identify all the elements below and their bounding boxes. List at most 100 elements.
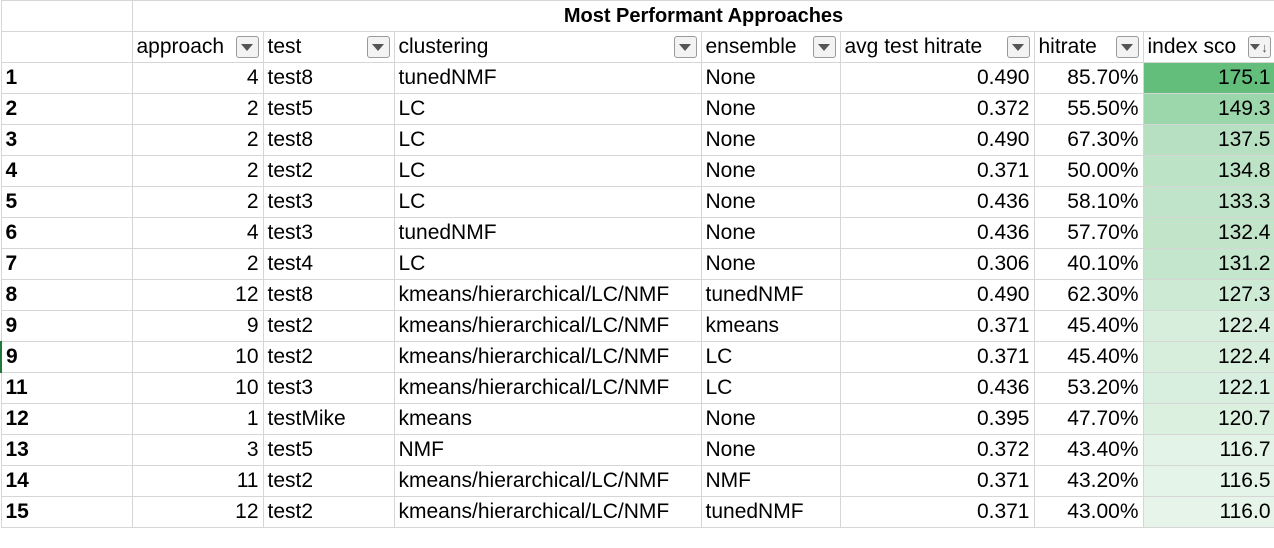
rank-cell[interactable]: 9 [0,341,133,373]
ensemble-cell[interactable]: None [700,62,841,94]
header-avg-test-hitrate[interactable]: avg test hitrate [839,31,1035,63]
hitrate-cell[interactable]: 45.40% [1033,341,1144,373]
rank-cell[interactable]: 1 [0,62,133,94]
clustering-cell[interactable]: LC [393,93,702,125]
header-clustering[interactable]: clustering [393,31,702,63]
approach-cell[interactable]: 1 [131,403,264,435]
clustering-cell[interactable]: kmeans/hierarchical/LC/NMF [393,465,702,497]
test-cell[interactable]: test8 [262,279,395,311]
avg-test-hitrate-cell[interactable]: 0.490 [839,279,1035,311]
ensemble-cell[interactable]: None [700,93,841,125]
rank-cell[interactable]: 11 [0,372,133,404]
approach-cell[interactable]: 2 [131,93,264,125]
index-score-cell[interactable]: 127.3 [1142,279,1274,311]
clustering-cell[interactable]: LC [393,248,702,280]
filter-dropdown-icon[interactable] [235,36,259,58]
hitrate-cell[interactable]: 50.00% [1033,155,1144,187]
avg-test-hitrate-cell[interactable]: 0.395 [839,403,1035,435]
clustering-cell[interactable]: kmeans [393,403,702,435]
clustering-cell[interactable]: kmeans/hierarchical/LC/NMF [393,310,702,342]
avg-test-hitrate-cell[interactable]: 0.371 [839,496,1035,528]
avg-test-hitrate-cell[interactable]: 0.436 [839,217,1035,249]
approach-cell[interactable]: 2 [131,155,264,187]
test-cell[interactable]: test2 [262,341,395,373]
test-cell[interactable]: test5 [262,434,395,466]
avg-test-hitrate-cell[interactable]: 0.372 [839,93,1035,125]
clustering-cell[interactable]: tunedNMF [393,217,702,249]
ensemble-cell[interactable]: LC [700,372,841,404]
clustering-cell[interactable]: LC [393,155,702,187]
rank-cell[interactable]: 14 [0,465,133,497]
rank-cell[interactable]: 6 [0,217,133,249]
rank-cell[interactable]: 4 [0,155,133,187]
hitrate-cell[interactable]: 45.40% [1033,310,1144,342]
avg-test-hitrate-cell[interactable]: 0.371 [839,465,1035,497]
hitrate-cell[interactable]: 43.00% [1033,496,1144,528]
index-score-cell[interactable]: 122.4 [1142,310,1274,342]
header-blank-cell[interactable] [0,31,133,63]
clustering-cell[interactable]: LC [393,124,702,156]
clustering-cell[interactable]: NMF [393,434,702,466]
sheet-title[interactable]: Most Performant Approaches [131,0,1274,32]
approach-cell[interactable]: 10 [131,341,264,373]
clustering-cell[interactable]: tunedNMF [393,62,702,94]
approach-cell[interactable]: 12 [131,496,264,528]
index-score-cell[interactable]: 131.2 [1142,248,1274,280]
approach-cell[interactable]: 4 [131,217,264,249]
index-score-cell[interactable]: 134.8 [1142,155,1274,187]
approach-cell[interactable]: 11 [131,465,264,497]
ensemble-cell[interactable]: None [700,248,841,280]
test-cell[interactable]: testMike [262,403,395,435]
ensemble-cell[interactable]: kmeans [700,310,841,342]
filter-dropdown-icon[interactable] [1115,36,1139,58]
avg-test-hitrate-cell[interactable]: 0.436 [839,372,1035,404]
index-score-cell[interactable]: 116.5 [1142,465,1274,497]
hitrate-cell[interactable]: 43.20% [1033,465,1144,497]
test-cell[interactable]: test4 [262,248,395,280]
avg-test-hitrate-cell[interactable]: 0.490 [839,124,1035,156]
ensemble-cell[interactable]: NMF [700,465,841,497]
avg-test-hitrate-cell[interactable]: 0.371 [839,341,1035,373]
clustering-cell[interactable]: kmeans/hierarchical/LC/NMF [393,341,702,373]
approach-cell[interactable]: 4 [131,62,264,94]
clustering-cell[interactable]: LC [393,186,702,218]
rank-cell[interactable]: 12 [0,403,133,435]
approach-cell[interactable]: 2 [131,124,264,156]
approach-cell[interactable]: 3 [131,434,264,466]
avg-test-hitrate-cell[interactable]: 0.436 [839,186,1035,218]
avg-test-hitrate-cell[interactable]: 0.372 [839,434,1035,466]
test-cell[interactable]: test2 [262,496,395,528]
index-score-cell[interactable]: 175.1 [1142,62,1274,94]
test-cell[interactable]: test5 [262,93,395,125]
filter-dropdown-icon[interactable] [812,36,836,58]
clustering-cell[interactable]: kmeans/hierarchical/LC/NMF [393,279,702,311]
test-cell[interactable]: test3 [262,372,395,404]
test-cell[interactable]: test2 [262,310,395,342]
avg-test-hitrate-cell[interactable]: 0.371 [839,155,1035,187]
ensemble-cell[interactable]: None [700,124,841,156]
avg-test-hitrate-cell[interactable]: 0.490 [839,62,1035,94]
test-cell[interactable]: test2 [262,465,395,497]
rank-cell[interactable]: 13 [0,434,133,466]
rank-cell[interactable]: 8 [0,279,133,311]
hitrate-cell[interactable]: 40.10% [1033,248,1144,280]
hitrate-cell[interactable]: 55.50% [1033,93,1144,125]
rank-cell[interactable]: 7 [0,248,133,280]
filter-dropdown-icon[interactable] [366,36,390,58]
rank-cell[interactable]: 5 [0,186,133,218]
hitrate-cell[interactable]: 67.30% [1033,124,1144,156]
test-cell[interactable]: test3 [262,186,395,218]
approach-cell[interactable]: 2 [131,248,264,280]
index-score-cell[interactable]: 149.3 [1142,93,1274,125]
index-score-cell[interactable]: 116.0 [1142,496,1274,528]
hitrate-cell[interactable]: 62.30% [1033,279,1144,311]
index-score-cell[interactable]: 116.7 [1142,434,1274,466]
hitrate-cell[interactable]: 47.70% [1033,403,1144,435]
ensemble-cell[interactable]: tunedNMF [700,279,841,311]
header-hitrate[interactable]: hitrate [1033,31,1144,63]
approach-cell[interactable]: 9 [131,310,264,342]
hitrate-cell[interactable]: 85.70% [1033,62,1144,94]
test-cell[interactable]: test8 [262,124,395,156]
ensemble-cell[interactable]: None [700,155,841,187]
hitrate-cell[interactable]: 58.10% [1033,186,1144,218]
